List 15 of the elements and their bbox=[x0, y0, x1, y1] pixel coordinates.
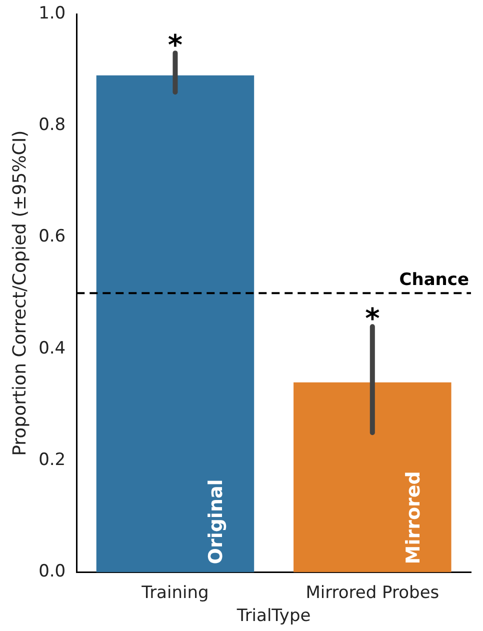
ref-line-label: Chance bbox=[399, 270, 469, 290]
x-tick-label: Training bbox=[140, 582, 209, 603]
y-axis-title: Proportion Correct/Copied (±95%CI) bbox=[9, 130, 30, 456]
y-tick-label: 0.8 bbox=[38, 115, 66, 136]
y-tick-label: 0.6 bbox=[38, 226, 66, 247]
y-tick-label: 0.4 bbox=[38, 338, 66, 358]
annotation: Original bbox=[205, 479, 228, 564]
y-tick-label: 1.0 bbox=[38, 3, 66, 24]
annotation: * bbox=[168, 28, 183, 62]
x-axis-title: TrialType bbox=[236, 606, 311, 626]
annotation: * bbox=[365, 302, 380, 335]
y-tick-label: 0.2 bbox=[38, 450, 66, 470]
x-tick-label: Mirrored Probes bbox=[306, 582, 440, 603]
annotation: Mirrored bbox=[402, 471, 424, 564]
y-tick-label: 0.0 bbox=[38, 562, 66, 582]
